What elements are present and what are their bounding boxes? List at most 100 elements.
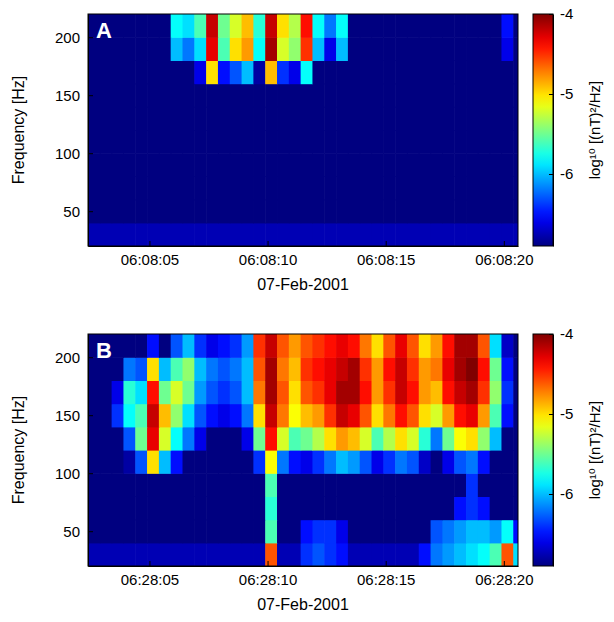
cell — [372, 357, 384, 381]
cell — [253, 60, 265, 84]
cell — [135, 153, 147, 177]
cell — [242, 427, 254, 451]
cell — [147, 37, 159, 61]
axis-line — [553, 335, 554, 567]
cell — [171, 223, 183, 246]
cell — [171, 357, 183, 381]
cell — [336, 450, 348, 474]
cell — [112, 130, 124, 154]
cell — [360, 176, 372, 200]
cell — [442, 450, 454, 474]
cell — [123, 520, 135, 544]
cell — [419, 450, 431, 474]
cell — [466, 60, 478, 84]
cell — [100, 176, 112, 200]
cell — [253, 37, 265, 61]
cell — [147, 543, 159, 566]
cell — [466, 84, 478, 108]
cell — [289, 404, 301, 428]
cell — [478, 130, 490, 154]
cell — [206, 37, 218, 61]
cell — [407, 473, 419, 497]
cell — [431, 223, 443, 246]
tick-label: 06:08:10 — [239, 251, 297, 268]
cell — [123, 543, 135, 566]
cell — [265, 130, 277, 154]
cell — [324, 223, 336, 246]
cell — [513, 153, 518, 177]
cell — [135, 84, 147, 108]
cell — [135, 427, 147, 451]
cell — [454, 473, 466, 497]
cell — [419, 60, 431, 84]
panel-letter: B — [96, 338, 112, 363]
axis-line — [89, 246, 519, 247]
cell — [360, 520, 372, 544]
cell — [289, 37, 301, 61]
cell — [360, 130, 372, 154]
tick: 06:28:20 — [475, 561, 533, 588]
cell — [100, 84, 112, 108]
cell — [218, 176, 230, 200]
cell — [206, 473, 218, 497]
cell — [123, 334, 135, 358]
cell — [395, 520, 407, 544]
cell — [230, 130, 242, 154]
tick: 100 — [55, 465, 93, 482]
cell — [242, 84, 254, 108]
cell — [194, 60, 206, 84]
cell — [442, 473, 454, 497]
cell — [442, 334, 454, 358]
cell — [171, 130, 183, 154]
cell — [501, 520, 513, 544]
cell — [372, 153, 384, 177]
cell — [147, 176, 159, 200]
tick-label: 50 — [63, 523, 80, 540]
tick: -5 — [549, 85, 573, 102]
tick: -4 — [549, 5, 573, 22]
cell — [312, 496, 324, 520]
panel: 06:08:0506:08:1006:08:1506:08:2050100150… — [10, 5, 603, 293]
cell — [312, 380, 324, 404]
cell — [301, 543, 313, 566]
cell — [395, 176, 407, 200]
cell — [513, 60, 518, 84]
cell — [442, 14, 454, 38]
axis: 50100150200 — [55, 15, 93, 247]
cell — [112, 223, 124, 246]
cell — [253, 380, 265, 404]
tick-mark — [268, 241, 269, 246]
cell — [230, 37, 242, 61]
cell — [324, 380, 336, 404]
cell — [135, 107, 147, 131]
cell — [490, 473, 502, 497]
cell — [171, 107, 183, 131]
cell — [348, 404, 360, 428]
cell — [372, 520, 384, 544]
cell — [383, 37, 395, 61]
plot-frame — [88, 334, 518, 566]
cell — [242, 404, 254, 428]
cell — [242, 14, 254, 38]
cell — [383, 357, 395, 381]
cell — [88, 543, 100, 566]
cell — [407, 357, 419, 381]
cell — [478, 60, 490, 84]
cell — [289, 543, 301, 566]
cell — [135, 200, 147, 224]
cell — [454, 496, 466, 520]
cell — [123, 37, 135, 61]
cell — [183, 107, 195, 131]
cell — [324, 37, 336, 61]
cell — [253, 520, 265, 544]
cell — [253, 450, 265, 474]
cell — [112, 84, 124, 108]
cell — [407, 380, 419, 404]
cell — [360, 60, 372, 84]
cell — [230, 334, 242, 358]
cell — [194, 107, 206, 131]
cell — [277, 450, 289, 474]
cell — [407, 14, 419, 38]
cell — [147, 153, 159, 177]
cell — [407, 200, 419, 224]
